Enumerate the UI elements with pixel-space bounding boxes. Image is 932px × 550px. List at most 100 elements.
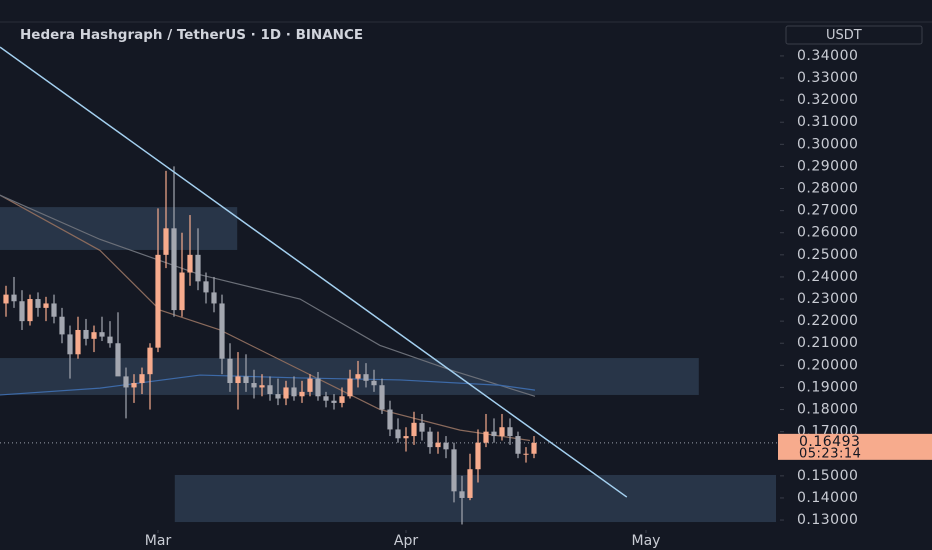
countdown-label: 05:23:14 <box>799 446 861 461</box>
candle-body <box>91 332 97 339</box>
y-tick-label: 0.27000 <box>797 203 858 219</box>
y-tick-label: 0.19000 <box>797 379 858 395</box>
candle-body <box>99 332 105 337</box>
price-zone <box>174 474 777 523</box>
plot-area <box>0 46 780 525</box>
candle-body <box>35 299 41 308</box>
candle-body <box>227 358 233 384</box>
y-tick-label: 0.18000 <box>797 402 858 418</box>
candle-body <box>315 378 321 397</box>
candle-body <box>291 387 297 397</box>
candle-body <box>147 347 153 375</box>
candle-body <box>235 376 241 384</box>
candle-body <box>403 436 409 439</box>
y-tick-label: 0.24000 <box>797 269 858 285</box>
candle-body <box>299 391 305 397</box>
y-tick-label: 0.25000 <box>797 247 858 263</box>
candle-body <box>515 436 521 454</box>
candle-body <box>507 427 513 437</box>
candle-body <box>211 292 217 304</box>
y-tick-label: 0.20000 <box>797 357 858 373</box>
candle-body <box>347 378 353 397</box>
candle-body <box>307 378 313 392</box>
x-tick-label: May <box>632 533 661 549</box>
candle-body <box>419 422 425 432</box>
candle-body <box>43 303 49 308</box>
candle-body <box>123 376 129 388</box>
candle-body <box>459 491 465 498</box>
candle-body <box>475 442 481 470</box>
candle-body <box>491 431 497 437</box>
candle-body <box>139 374 145 384</box>
candle-body <box>195 254 201 282</box>
candle-body <box>323 396 329 401</box>
candle-body <box>203 281 209 293</box>
candle-body <box>443 442 449 450</box>
y-tick-label: 0.15000 <box>797 468 858 484</box>
candle-body <box>523 453 529 455</box>
last-price-box <box>778 433 932 460</box>
candle-body <box>51 303 57 317</box>
candle-body <box>435 442 441 448</box>
y-tick-label: 0.21000 <box>797 335 858 351</box>
y-tick-label: 0.23000 <box>797 291 858 307</box>
candle-body <box>379 385 385 410</box>
y-tick-label: 0.26000 <box>797 225 858 241</box>
x-tick-label: Apr <box>394 533 418 549</box>
candle-body <box>387 409 393 430</box>
candle-body <box>355 374 361 379</box>
candle-body <box>171 228 177 311</box>
x-tick-label: Mar <box>145 533 172 549</box>
candle-body <box>115 343 121 377</box>
y-tick-label: 0.31000 <box>797 114 858 130</box>
currency-label[interactable]: USDT <box>826 28 862 43</box>
candle-body <box>275 394 281 399</box>
candle-body <box>483 431 489 443</box>
price-zone <box>0 207 238 250</box>
candle-body <box>339 396 345 403</box>
candle-body <box>451 449 457 492</box>
candle-body <box>395 429 401 439</box>
candle-body <box>155 254 161 348</box>
chart-title: Hedera Hashgraph / TetherUS · 1D · BINAN… <box>20 27 363 43</box>
y-tick-label: 0.14000 <box>797 490 858 506</box>
candle-body <box>187 254 193 273</box>
y-tick-label: 0.33000 <box>797 70 858 86</box>
y-tick-label: 0.22000 <box>797 313 858 329</box>
candle-body <box>67 334 73 355</box>
candle-body <box>427 431 433 448</box>
y-tick-label: 0.29000 <box>797 158 858 174</box>
candle-body <box>131 383 137 388</box>
candle-body <box>331 400 337 403</box>
y-tick-label: 0.13000 <box>797 512 858 528</box>
candle-body <box>499 427 505 437</box>
candle-body <box>179 272 185 311</box>
candle-body <box>371 380 377 386</box>
candle-body <box>11 294 17 302</box>
candle-body <box>259 385 265 388</box>
candle-body <box>19 301 25 322</box>
y-tick-label: 0.32000 <box>797 92 858 108</box>
candle-body <box>83 329 89 339</box>
candle-body <box>363 374 369 381</box>
y-tick-label: 0.30000 <box>797 136 858 152</box>
trendline <box>0 46 628 498</box>
candle-body <box>243 376 249 384</box>
y-tick-label: 0.28000 <box>797 181 858 197</box>
candle-body <box>411 422 417 437</box>
candle-body <box>75 329 81 355</box>
candle-body <box>531 442 537 454</box>
currency-box[interactable] <box>785 25 923 45</box>
candle-body <box>107 336 113 344</box>
moving-average <box>0 374 536 396</box>
y-tick-label: 0.34000 <box>797 48 858 64</box>
candle-body <box>219 303 225 359</box>
candle-body <box>283 387 289 399</box>
last-price-label: 0.16493 <box>799 434 860 450</box>
candle-body <box>163 228 169 255</box>
candle-body <box>251 383 257 388</box>
candle-body <box>59 316 65 335</box>
